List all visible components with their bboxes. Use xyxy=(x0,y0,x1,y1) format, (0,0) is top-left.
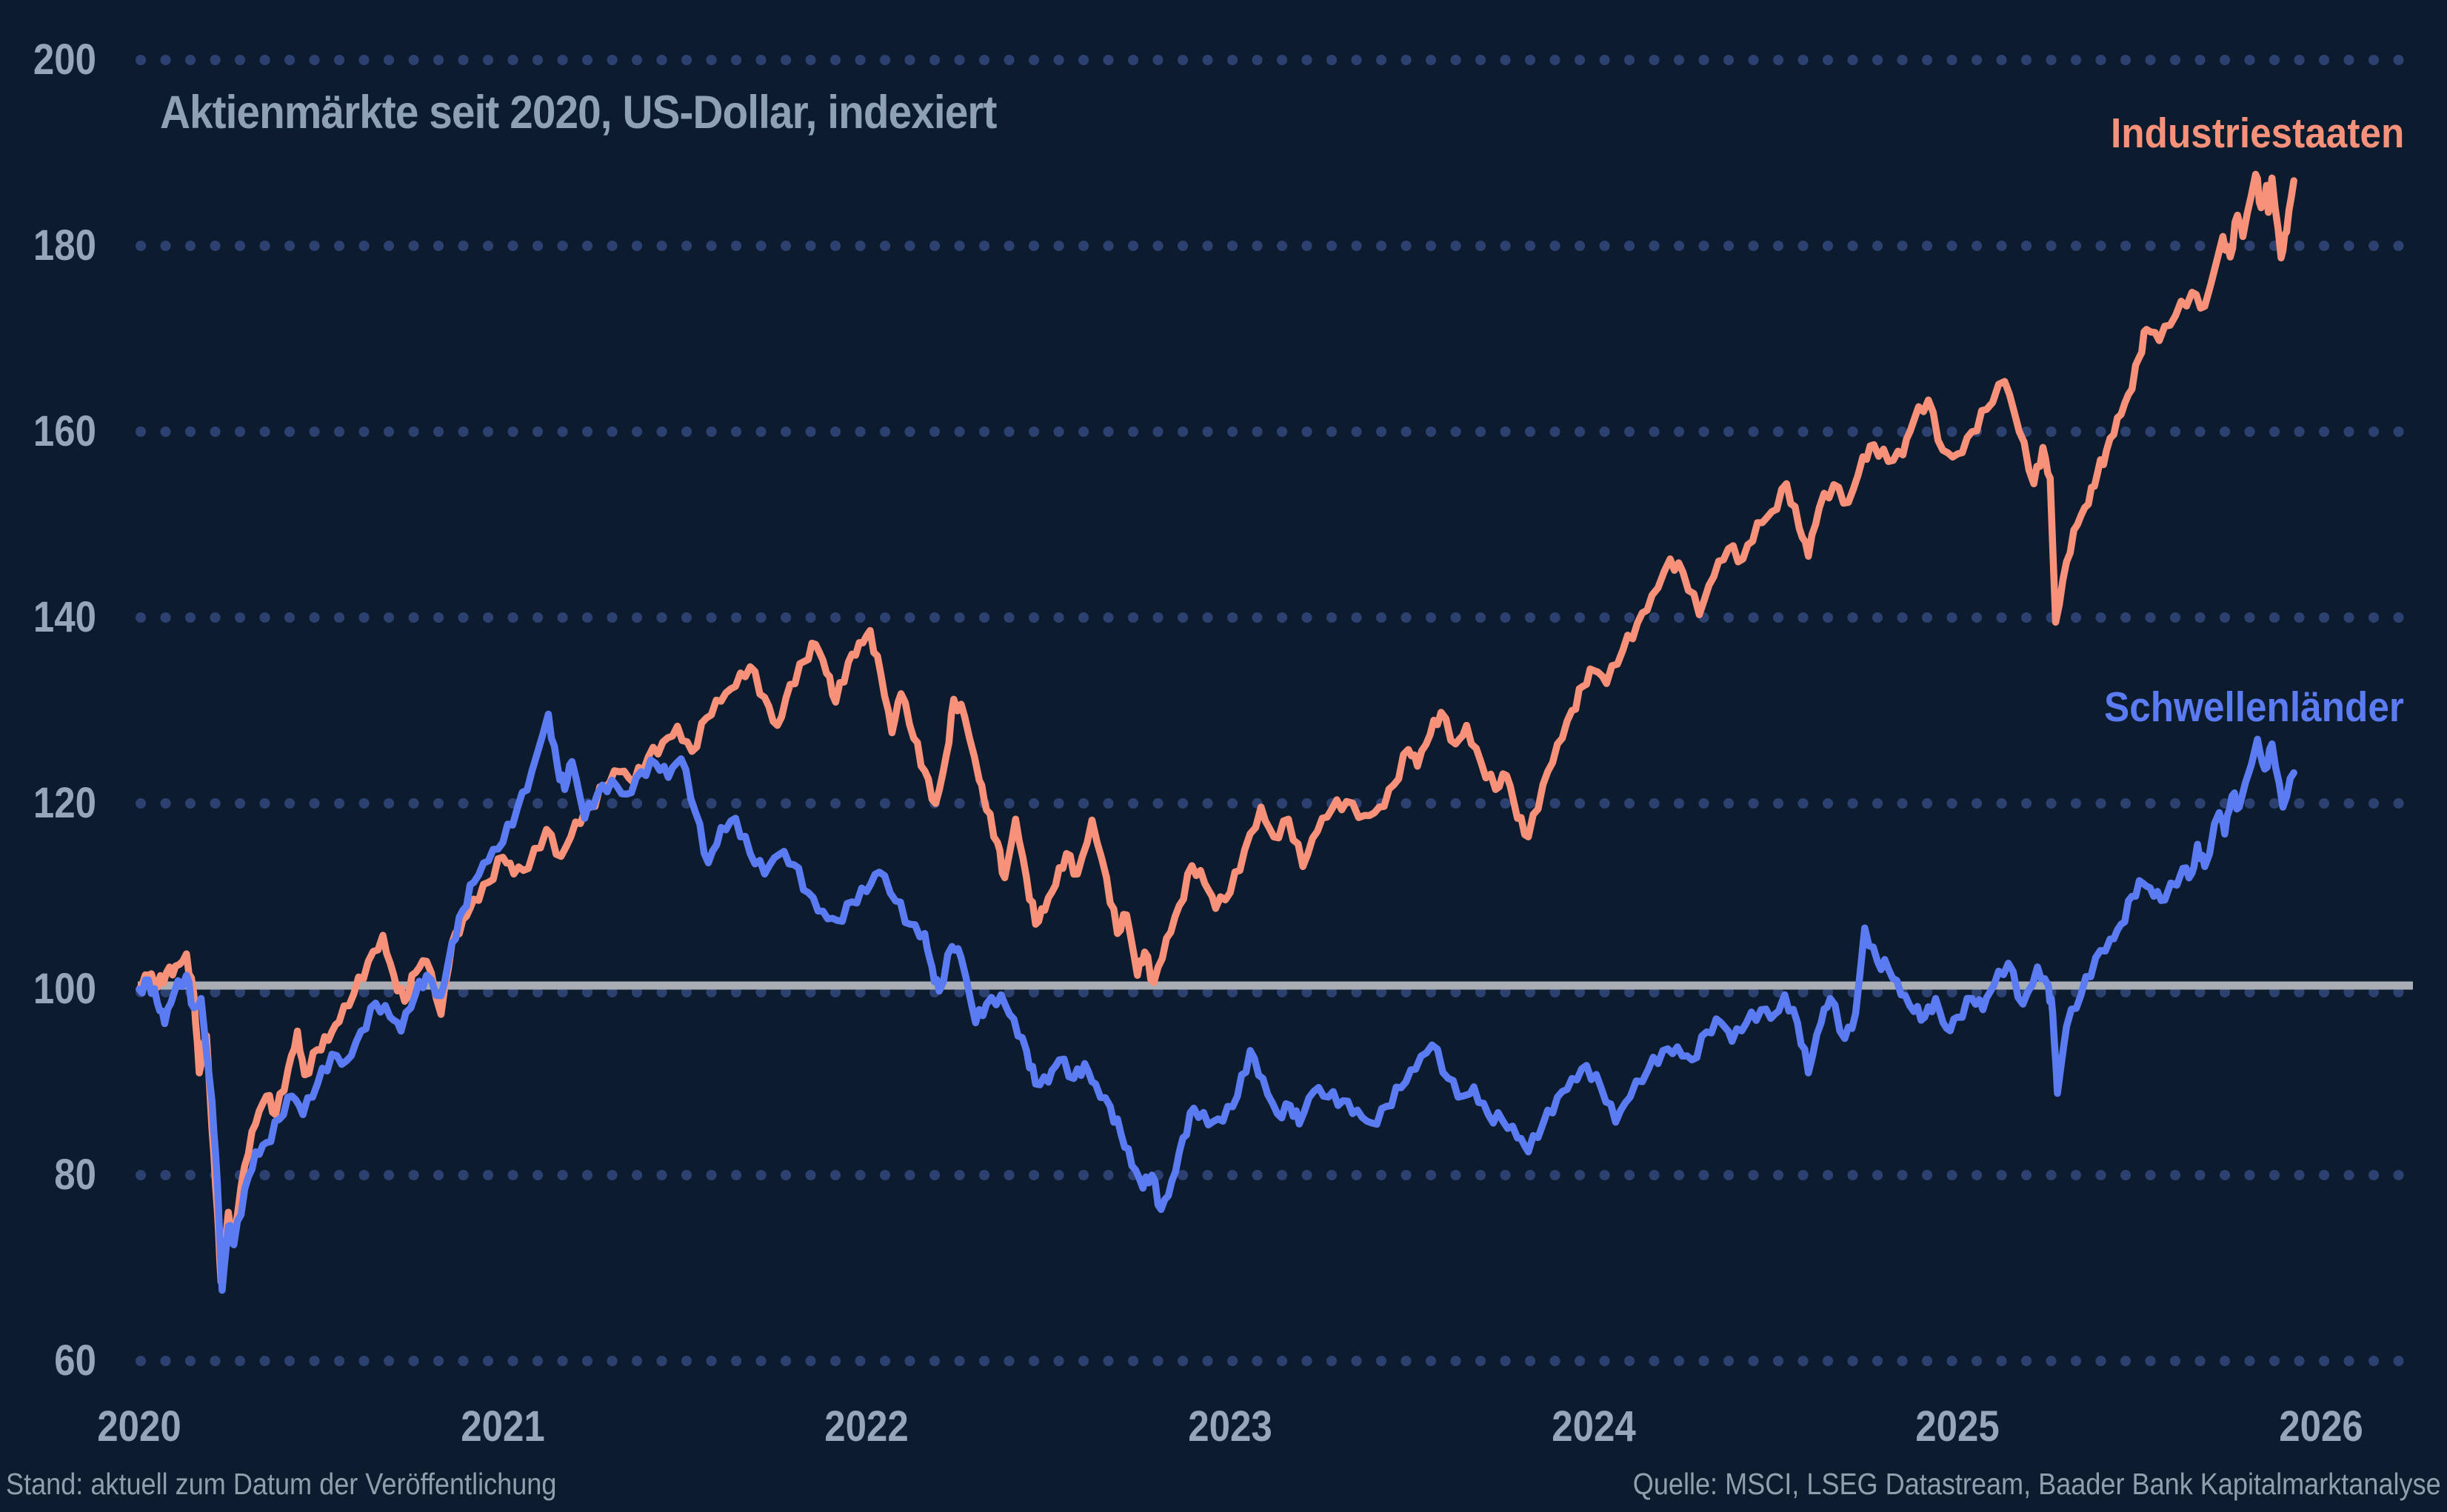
footnote-source: Quelle: MSCI, LSEG Datastream, Baader Ba… xyxy=(1633,1467,2441,1501)
y-tick-label-180: 180 xyxy=(33,221,96,270)
x-tick-label-2021: 2021 xyxy=(461,1402,545,1451)
y-tick-label-120: 120 xyxy=(33,779,96,827)
y-tick-label-100: 100 xyxy=(33,965,96,1013)
legend-label-schwellenlaender: Schwellenländer xyxy=(2104,683,2404,731)
y-tick-label-80: 80 xyxy=(54,1151,96,1199)
x-tick-label-2026: 2026 xyxy=(2279,1402,2363,1451)
y-tick-label-160: 160 xyxy=(33,407,96,455)
legend-label-industriestaaten: Industriestaaten xyxy=(2110,110,2404,157)
x-tick-label-2022: 2022 xyxy=(824,1402,909,1451)
x-tick-label-2023: 2023 xyxy=(1188,1402,1272,1451)
chart-title: Aktienmärkte seit 2020, US-Dollar, index… xyxy=(160,87,997,138)
y-tick-label-60: 60 xyxy=(54,1337,96,1385)
x-tick-label-2020: 2020 xyxy=(97,1402,181,1451)
series-line-schwellenländer xyxy=(136,710,2297,1294)
x-tick-label-2025: 2025 xyxy=(1915,1402,2000,1451)
footnote-status: Stand: aktuell zum Datum der Veröffentli… xyxy=(6,1467,557,1501)
y-tick-label-200: 200 xyxy=(33,36,96,84)
x-tick-label-2024: 2024 xyxy=(1552,1402,1636,1451)
y-tick-label-140: 140 xyxy=(33,593,96,641)
